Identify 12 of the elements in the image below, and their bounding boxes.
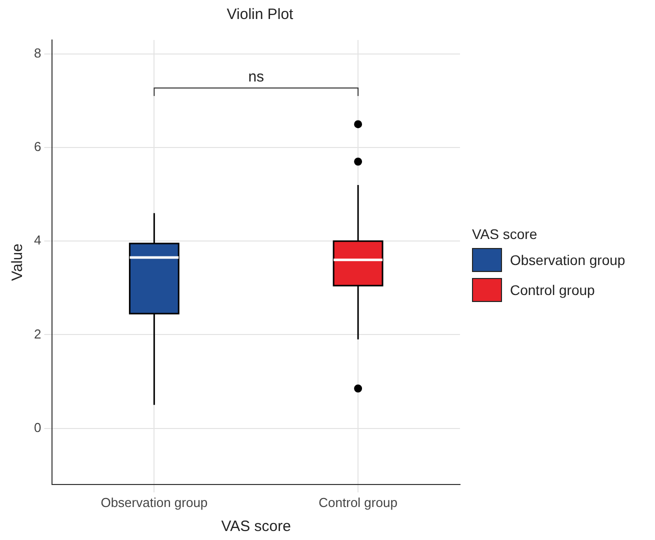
chart-title: Violin Plot <box>226 6 294 23</box>
y-tick-label: 0 <box>34 420 42 435</box>
legend-label: Observation group <box>510 252 626 268</box>
y-tick-label: 2 <box>34 326 42 342</box>
y-tick-label: 8 <box>34 46 42 61</box>
x-axis-title: VAS score <box>221 518 291 536</box>
annotation: ns <box>248 68 264 86</box>
y-tick-label: 4 <box>34 232 42 248</box>
legend-title: VAS score <box>472 226 538 242</box>
y-axis-title: Value <box>9 244 26 281</box>
y-tick-label: 6 <box>34 139 42 154</box>
legend-label: Control group <box>510 282 595 298</box>
